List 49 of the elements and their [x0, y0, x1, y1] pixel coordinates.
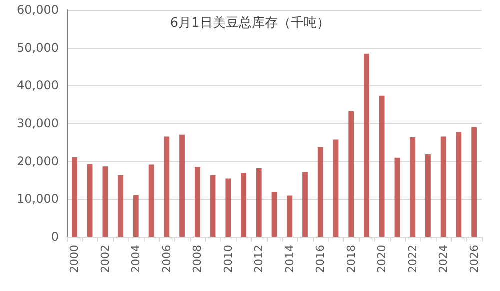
bar: [194, 167, 200, 237]
bar: [256, 168, 262, 237]
bar: [348, 111, 354, 237]
bar: [394, 158, 400, 237]
bar: [72, 158, 78, 237]
x-tick-label: 2010: [222, 245, 235, 273]
bar: [87, 164, 93, 237]
x-tick-label: 2014: [283, 245, 296, 273]
bar: [410, 138, 416, 237]
x-tick-label: 2002: [98, 245, 112, 273]
y-tick-label: 60,000: [17, 3, 59, 17]
x-tick-label: 2004: [130, 245, 143, 273]
x-tick-label: 2024: [437, 245, 450, 273]
bar: [272, 192, 278, 237]
bar: [133, 195, 139, 237]
y-tick-label: 10,000: [17, 192, 59, 206]
bar: [440, 136, 446, 237]
x-tick-label: 2018: [344, 245, 358, 273]
x-tick-label: 2000: [68, 245, 82, 273]
text: 6月1日美豆总库存（千吨）: [170, 15, 330, 31]
x-tick-label: 2008: [191, 245, 204, 273]
bar: [318, 147, 324, 237]
bar: [118, 175, 124, 237]
x-tick-label: 2006: [160, 245, 174, 273]
bar: [148, 164, 154, 237]
y-tick-label: 0: [51, 230, 59, 244]
x-tick-label: 2012: [252, 245, 266, 273]
bar: [164, 136, 170, 237]
x-tick-label: 2022: [406, 245, 420, 273]
y-tick-label: 40,000: [17, 78, 59, 93]
bar: [241, 173, 246, 237]
bar: [426, 154, 431, 237]
bar: [333, 140, 339, 237]
bar: [472, 127, 478, 237]
y-tick-label: 30,000: [17, 116, 59, 130]
bar: [210, 175, 216, 237]
bar: [456, 132, 462, 237]
x-tick-label: 2016: [314, 245, 328, 273]
bar: [102, 166, 108, 237]
bar: [302, 172, 308, 237]
bar: [364, 54, 370, 237]
y-tick-label: 20,000: [17, 154, 59, 168]
bar: [287, 196, 293, 237]
bar: [180, 134, 185, 237]
x-tick-label: 2020: [376, 245, 389, 273]
bar: [379, 96, 385, 237]
y-tick-label: 50,000: [17, 40, 59, 55]
x-tick-label: 2026: [468, 245, 481, 273]
bar: [226, 178, 232, 237]
